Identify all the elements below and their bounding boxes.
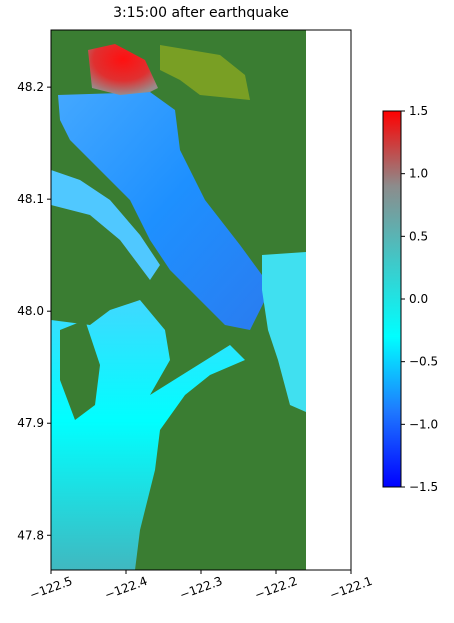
y-tick-label: 48.1 xyxy=(17,192,44,206)
x-tick-label: −122.3 xyxy=(178,574,225,602)
colorbar-tick-label: −1.5 xyxy=(409,480,438,494)
water-high xyxy=(88,44,158,95)
map xyxy=(51,30,306,570)
water xyxy=(262,252,306,412)
y-tick-label: 47.9 xyxy=(17,416,44,430)
x-tick-label: −122.4 xyxy=(103,574,150,602)
land xyxy=(60,320,100,420)
x-tick-label: −122.2 xyxy=(253,574,300,602)
water xyxy=(51,170,160,280)
chart-title: 3:15:00 after earthquake xyxy=(113,5,289,21)
colorbar-tick-label: −0.5 xyxy=(409,355,438,369)
y-tick-label: 47.8 xyxy=(17,528,44,542)
colorbar-tick-label: 0.5 xyxy=(409,229,428,243)
y-tick-label: 48.0 xyxy=(17,304,44,318)
colorbar-tick-label: 1.0 xyxy=(409,167,428,181)
colorbar xyxy=(382,110,402,488)
colorbar-tick-label: −1.0 xyxy=(409,417,438,431)
water xyxy=(58,92,265,330)
y-tick-label: 48.2 xyxy=(17,80,44,94)
colorbar-tick-label: 0.0 xyxy=(409,292,428,306)
colorbar-tick-label: 1.5 xyxy=(409,104,428,118)
x-tick-label: −122.1 xyxy=(328,574,375,602)
x-tick-label: −122.5 xyxy=(28,574,75,602)
shallow xyxy=(160,45,250,100)
